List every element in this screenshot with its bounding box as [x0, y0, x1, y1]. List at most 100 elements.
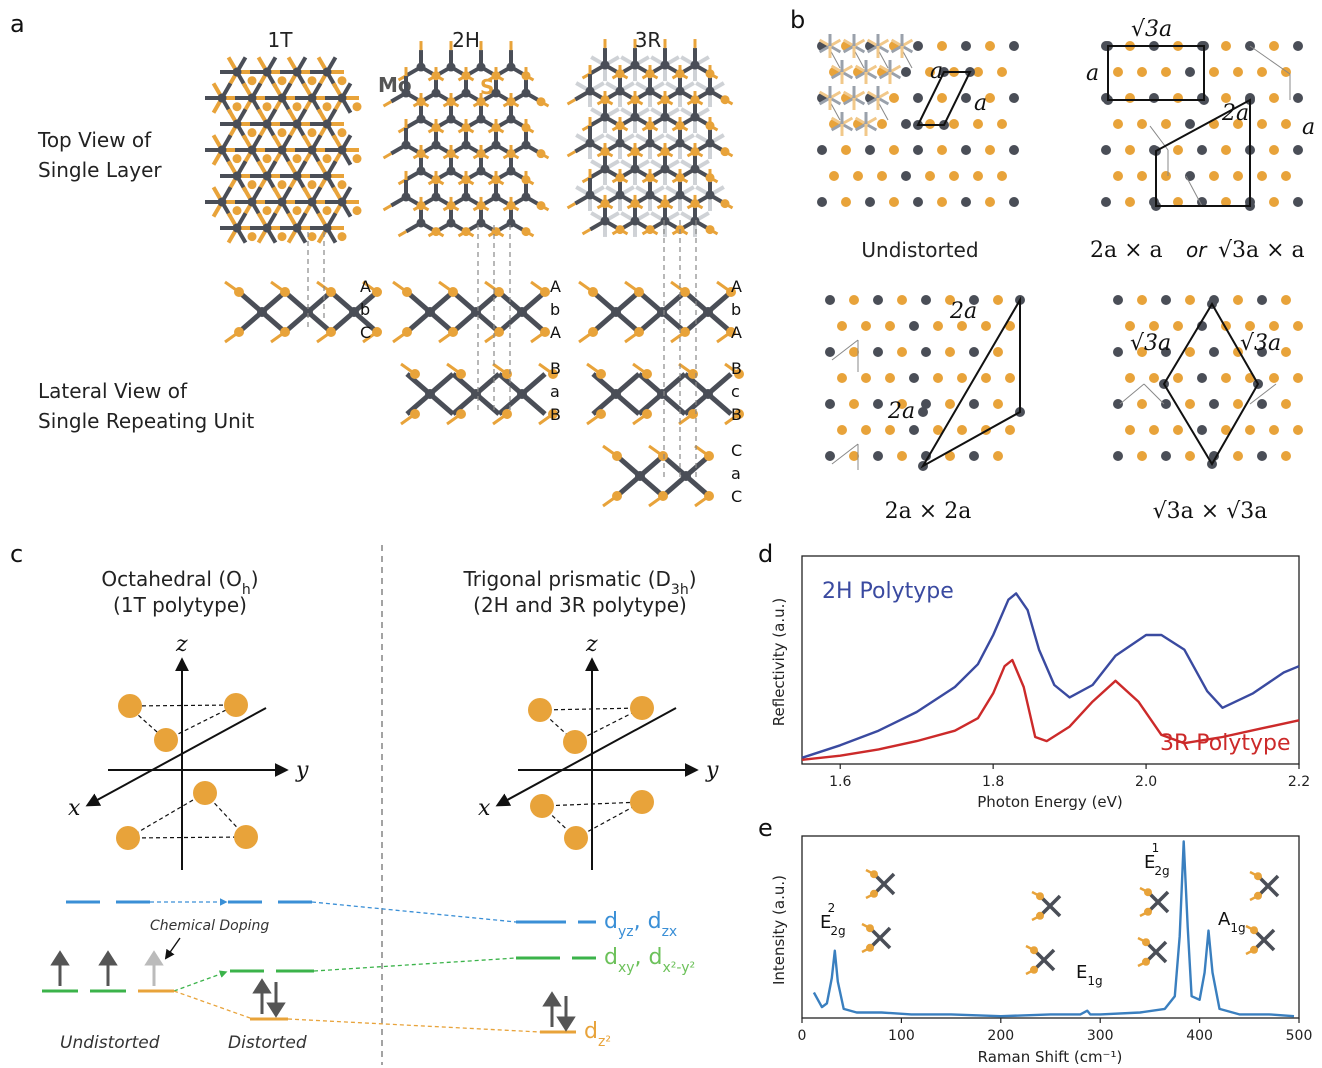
stack-3r-6: C: [731, 441, 742, 460]
oct-subtitle: (1T polytype): [113, 593, 247, 617]
s-label: S: [480, 75, 494, 99]
chart-e-xticks: 0 100 200 300 400 500: [798, 1018, 1313, 1044]
distorted-label: Distorted: [228, 1033, 307, 1053]
row-lateral-line1: Lateral View of: [38, 379, 188, 403]
b-caption-3: 2a × 2a: [885, 499, 972, 524]
peak-e2g2-label: E2g2: [820, 901, 846, 938]
stack-3r-4: c: [731, 382, 740, 401]
b-sqrt3a-label-1: √3a: [1131, 17, 1172, 42]
b-caption-2-or: or: [1186, 238, 1208, 262]
panel-b-label: b: [790, 6, 805, 34]
panel-c-label: c: [10, 540, 23, 568]
tri-subtitle: (2H and 3R polytype): [473, 593, 687, 617]
b-caption-4: √3a × √3a: [1153, 499, 1268, 524]
trigonal-diagram: z y x: [478, 632, 719, 870]
oct-title: Octahedral (Oh): [101, 567, 258, 598]
xtick-label-4: 400: [1186, 1028, 1213, 1044]
row-top-line1: Top View of: [37, 128, 152, 152]
chart-d-xticks: 1.6 1.8 2.0 2.2: [829, 764, 1310, 790]
b-2a-label-3: 2a: [887, 399, 915, 424]
stack-1t-2: C: [360, 323, 371, 342]
panel-e-label: e: [758, 814, 773, 842]
series-line-0: [812, 840, 1295, 1018]
series-line-0: [801, 592, 1300, 759]
peak-a1g-label: A1g: [1218, 909, 1246, 935]
stack-2h-4: a: [550, 382, 560, 401]
chart-d-frame: [801, 555, 1300, 765]
tri-axis-x: x: [478, 796, 491, 821]
panel-a-label: a: [10, 10, 25, 38]
stack-2h-0: A: [550, 277, 561, 296]
row-lateral-line2: Single Repeating Unit: [38, 409, 254, 433]
xtick-label-2: 200: [987, 1028, 1014, 1044]
chart-e-xlabel: Raman Shift (cm⁻¹): [978, 1048, 1123, 1066]
b-a-label-1: a: [930, 59, 943, 84]
polytype-2h-title: 2H: [452, 28, 480, 52]
xtick-label-0: 1.6: [829, 774, 851, 790]
stack-1t-0: A: [360, 277, 371, 296]
chart-d-ylabel: Reflectivity (a.u.): [770, 598, 788, 726]
xtick-label-3: 2.2: [1288, 774, 1310, 790]
unit-cells: [916, 45, 1260, 469]
chart-e-plot: [812, 840, 1295, 1018]
oct-axis-y: y: [295, 758, 309, 783]
undistorted-label: Undistorted: [60, 1033, 160, 1053]
b-a-label-3: a: [1086, 61, 1099, 86]
chemical-doping-label: Chemical Doping: [150, 918, 269, 934]
b-sqrt3a-label-3: √3a: [1240, 331, 1281, 356]
chart-e-frame: [801, 835, 1300, 1019]
octahedral-diagram: z y x: [68, 632, 309, 870]
dashed-guides-a: [307, 220, 697, 478]
b-2a-label-1: 2a: [1221, 101, 1249, 126]
stack-2h-3: B: [550, 359, 561, 378]
stack-3r-1: b: [731, 300, 741, 319]
vibration-mode-icons: [861, 868, 1280, 976]
orbital-dyz-dzx: dyz, dzx: [604, 909, 677, 940]
xtick-label-2: 2.0: [1135, 774, 1157, 790]
stack-3r-5: B: [731, 405, 742, 424]
chart-d-xlabel: Photon Energy (eV): [977, 793, 1123, 811]
energy-levels: [42, 898, 596, 1034]
stack-3r-2: A: [731, 323, 742, 342]
stack-2h-2: A: [550, 323, 561, 342]
oct-axis-x: x: [68, 796, 81, 821]
polytype-3r-title: 3R: [635, 28, 662, 52]
polytype-1t-title: 1T: [268, 28, 294, 52]
oct-axis-z: z: [175, 632, 188, 657]
legend-3r: 3R Polytype: [1160, 731, 1291, 756]
b-sqrt3a-label-2: √3a: [1130, 331, 1171, 356]
stack-3r-7: a: [731, 464, 741, 483]
top-view-2h: [382, 41, 550, 238]
chart-d-plot: [801, 592, 1300, 761]
b-a-label-2: a: [974, 91, 987, 116]
chart-e-ylabel: Intensity (a.u.): [770, 875, 788, 985]
stack-1t-1: b: [360, 300, 370, 319]
stack-3r-0: A: [731, 277, 742, 296]
xtick-label-0: 0: [798, 1028, 807, 1044]
tri-title: Trigonal prismatic (D3h): [462, 567, 696, 598]
peak-e1g-label: E1g: [1076, 962, 1103, 988]
top-view-3r: [566, 39, 734, 237]
b-a-label-4: a: [1302, 115, 1315, 140]
xtick-label-5: 500: [1286, 1028, 1313, 1044]
tri-axis-z: z: [585, 632, 598, 657]
tri-axis-y: y: [705, 758, 719, 783]
xtick-label-1: 100: [888, 1028, 915, 1044]
row-top-line2: Single Layer: [38, 158, 162, 182]
stack-3r-3: B: [731, 359, 742, 378]
xtick-label-3: 300: [1087, 1028, 1114, 1044]
panel-d-label: d: [758, 540, 773, 568]
legend-2h: 2H Polytype: [822, 579, 954, 604]
stack-2h-1: b: [550, 300, 560, 319]
b-2a-label-2: 2a: [949, 299, 977, 324]
peak-e2g1-label: E2g1: [1144, 841, 1170, 878]
orbital-dz2: dz²: [584, 1019, 611, 1050]
b-caption-2-part1: 2a × a: [1090, 238, 1163, 263]
orbital-dxy-dx2y2: dxy, dx²-y²: [604, 945, 695, 976]
b-undistorted-caption: Undistorted: [861, 238, 978, 262]
xtick-label-1: 1.8: [982, 774, 1004, 790]
stack-labels: A b C A b A B a B A b A B c B C a C: [360, 277, 742, 506]
stack-2h-5: B: [550, 405, 561, 424]
series-line-1: [801, 658, 1300, 761]
